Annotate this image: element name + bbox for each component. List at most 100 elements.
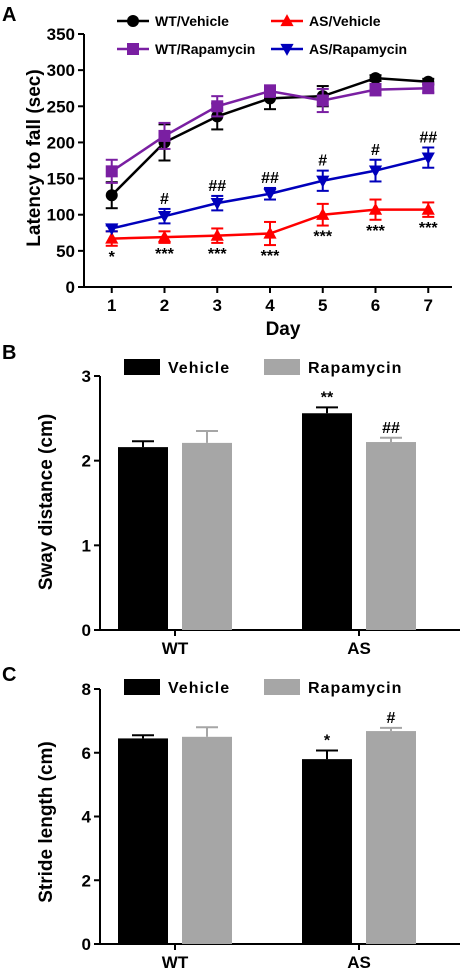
panel-c-y-tick-label: 8 [82, 680, 91, 699]
legend-item-as-vehicle: AS/Vehicle [271, 13, 381, 29]
significance-label: ## [419, 129, 437, 146]
bar-rapamycin-as [366, 731, 416, 944]
data-point [369, 72, 382, 85]
significance-label: ** [321, 389, 334, 406]
panel-a-axes: 0 50 100 150 200 250 300 350 1 2 3 4 5 6 7 [47, 25, 452, 315]
series-vehicle: ** [118, 389, 352, 630]
data-point [105, 223, 119, 236]
data-point [211, 100, 224, 113]
bar-vehicle-wt [118, 738, 168, 944]
legend-label: AS/Vehicle [309, 13, 381, 29]
data-point [421, 202, 435, 215]
panel-c-y-tick-label: 4 [82, 808, 92, 827]
data-point [263, 188, 277, 201]
legend-label: Rapamycin [308, 680, 402, 697]
panel-b-y-axis-label: Sway distance (cm) [36, 414, 57, 590]
panel-a-line-chart: A Latency to fall (sec) Day 0 50 100 150 200… [2, 4, 452, 340]
legend-label: AS/Rapamycin [309, 41, 407, 57]
panel-a-x-tick-label: 5 [318, 296, 327, 315]
significance-label: # [371, 142, 380, 159]
significance-label: *** [366, 223, 385, 240]
data-point [263, 226, 277, 239]
significance-label: *** [419, 220, 438, 237]
panel-a-x-tick-label: 6 [371, 296, 380, 315]
series-vehicle: * [118, 733, 352, 944]
legend-item-vehicle: Vehicle [124, 679, 230, 697]
panel-a-x-tick-label: 4 [265, 296, 275, 315]
data-point [368, 202, 383, 215]
panel-c-plot-area: *# [118, 710, 416, 944]
data-point [316, 207, 330, 220]
panel-b-bar-chart: B Sway distance (cm) 0 1 2 3 WT AS Vehicle Rap… [2, 342, 460, 658]
legend-item-as-rapamycin: AS/Rapamycin [271, 41, 407, 57]
significance-label: ## [382, 420, 400, 437]
panel-b-y-tick-label: 0 [82, 621, 91, 640]
panel-a-y-tick-label: 250 [47, 97, 75, 116]
panel-a-y-tick-label: 0 [66, 278, 75, 297]
series-as-vehicle: * *** *** ****** *** *** [105, 198, 438, 266]
panel-a-x-tick-label: 1 [107, 296, 116, 315]
bar-rapamycin-as [366, 442, 416, 630]
significance-label: *** [261, 248, 280, 265]
significance-label: ## [208, 178, 226, 195]
data-point [105, 165, 118, 178]
panel-a-y-tick-label: 200 [47, 133, 75, 152]
legend-item-vehicle: Vehicle [124, 359, 229, 377]
legend-item-rapamycin: Rapamycin [264, 679, 402, 697]
panel-a-plot-area: * *** *** ****** *** ***### ###### [105, 72, 438, 266]
legend-swatch [264, 359, 300, 375]
panel-a-y-tick-label: 100 [47, 206, 75, 225]
data-point [105, 189, 118, 202]
legend-label: Vehicle [168, 680, 230, 697]
significance-label: # [160, 191, 169, 208]
data-point [316, 175, 330, 188]
significance-label: *** [208, 246, 227, 263]
legend-item-rapamycin: Rapamycin [264, 359, 402, 377]
significance-label: *** [155, 246, 174, 263]
panel-c-y-tick-label: 6 [82, 744, 91, 763]
panel-b-y-tick-label: 2 [82, 452, 91, 471]
bar-vehicle-as [302, 413, 352, 630]
panel-c-letter: C [2, 664, 16, 686]
panel-c-y-axis-label: Stride length (cm) [36, 741, 57, 903]
panel-a-x-tick-label: 2 [160, 296, 169, 315]
panel-b-letter: B [2, 342, 16, 364]
significance-label: ## [261, 170, 279, 187]
series-as-rapamycin: ### ###### [105, 129, 437, 236]
panel-c-x-tick-label: WT [162, 953, 189, 972]
legend-item-wt-rapamycin: WT/Rapamycin [117, 41, 255, 57]
panel-a-y-tick-label: 300 [47, 61, 75, 80]
data-point [368, 165, 383, 178]
bar-vehicle-wt [118, 447, 168, 630]
data-point [210, 198, 224, 211]
series-wt-rapamycin [105, 82, 435, 184]
significance-label: * [324, 733, 331, 750]
panel-b-x-tick-label: WT [162, 639, 189, 658]
data-point [421, 152, 435, 165]
legend-label: WT/Rapamycin [155, 41, 255, 57]
panel-b-legend: Vehicle Rapamycin [124, 359, 402, 377]
legend-marker [127, 15, 139, 27]
legend-swatch [264, 679, 300, 695]
bar-vehicle-as [302, 759, 352, 944]
panel-a-letter: A [2, 4, 16, 26]
data-point [316, 94, 329, 107]
panel-a-legend: WT/Vehicle AS/Vehicle WT/Rapamycin AS/Rapam… [117, 13, 407, 57]
legend-label: Rapamycin [308, 360, 402, 377]
legend-label: WT/Vehicle [155, 13, 229, 29]
data-point [158, 129, 171, 142]
panel-a-y-tick-label: 350 [47, 25, 75, 44]
data-point [210, 228, 224, 241]
panel-b-y-tick-label: 1 [82, 536, 91, 555]
panel-a-x-tick-label: 3 [213, 296, 222, 315]
panel-a-y-tick-label: 50 [56, 242, 75, 261]
series-rapamycin: # [182, 710, 416, 944]
significance-label: * [109, 249, 116, 266]
legend-marker [127, 43, 139, 55]
series-rapamycin: ## [182, 420, 416, 630]
data-point [422, 82, 435, 95]
data-point [105, 231, 119, 244]
panel-a-x-axis-label: Day [266, 319, 301, 340]
panel-c-bar-chart: C Stride length (cm) 0 2 4 6 8 WT AS Vehicle Ra… [2, 664, 460, 972]
legend-marker [280, 14, 294, 27]
